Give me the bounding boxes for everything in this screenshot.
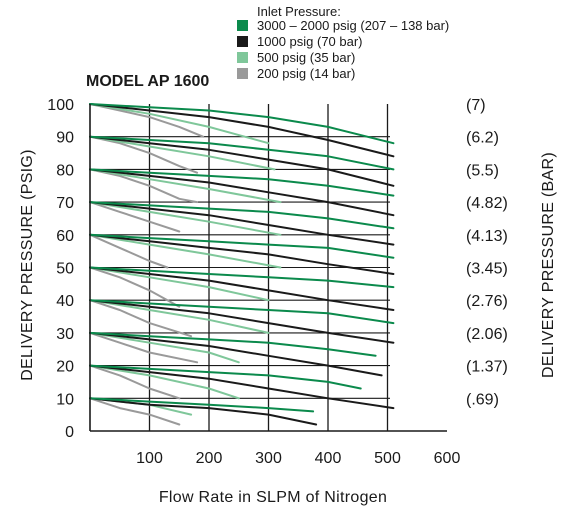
y2-axis-title: DELIVERY PRESSURE (BAR) — [540, 152, 557, 378]
y2-tick-label: (3.45) — [466, 261, 508, 278]
x-tick-label: 600 — [434, 450, 461, 467]
y-tick-label: 70 — [56, 195, 74, 212]
series-curve — [89, 135, 276, 171]
y2-tick-label: (2.06) — [466, 326, 508, 343]
y-tick-label: 30 — [56, 326, 74, 343]
y-tick-label: 10 — [56, 391, 74, 408]
y-tick-label: 50 — [56, 261, 74, 278]
legend-label: 200 psig (14 bar) — [257, 66, 355, 81]
y-tick-label: 100 — [47, 97, 74, 114]
series-curve — [89, 233, 395, 275]
legend-label: 1000 psig (70 bar) — [257, 34, 363, 49]
legend-swatch — [237, 20, 248, 31]
series-curve — [89, 331, 199, 364]
y-tick-label: 0 — [65, 424, 74, 441]
series-curve — [89, 364, 362, 390]
x-tick-label: 100 — [136, 450, 163, 467]
x-tick-label: 300 — [255, 450, 282, 467]
series-curve — [89, 397, 318, 426]
legend-swatch — [237, 52, 248, 63]
series-curve — [89, 397, 315, 413]
y2-tick-label: (.69) — [466, 391, 499, 408]
series-curve — [89, 299, 395, 344]
y-tick-label: 40 — [56, 293, 74, 310]
series-curve — [89, 135, 395, 187]
series-curve — [89, 103, 395, 145]
series-curve — [89, 201, 395, 246]
series-curve — [89, 299, 270, 334]
legend-label: 3000 – 2000 psig (207 – 138 bar) — [257, 18, 449, 33]
series-curve — [89, 299, 395, 325]
y-tick-label: 80 — [56, 162, 74, 179]
series-curve — [89, 103, 270, 145]
series-curve — [89, 233, 169, 269]
series-curve — [89, 364, 395, 410]
axes: 0 10 20 30 40 50 60 70 80 90 100 100 200 300 400 500 600… — [47, 97, 508, 467]
series-curve — [89, 103, 205, 138]
series-curve — [89, 266, 395, 289]
series-curve — [89, 168, 199, 204]
legend-swatch — [237, 68, 248, 79]
grid — [90, 104, 390, 431]
axis-labels: MODEL AP 1600 Flow Rate in SLPM of Nitro… — [19, 73, 557, 506]
y2-tick-label: (2.76) — [466, 293, 508, 310]
series-curve — [89, 266, 270, 302]
y-tick-label: 90 — [56, 130, 74, 147]
y2-tick-label: (4.13) — [466, 228, 508, 245]
series-curve — [89, 397, 181, 426]
series-curve — [89, 103, 395, 158]
series-curve — [89, 168, 282, 204]
series-curve — [89, 331, 383, 377]
series-curve — [89, 266, 181, 308]
y-axis-title: DELIVERY PRESSURE (PSIG) — [19, 149, 36, 381]
series-curve — [89, 364, 240, 400]
legend: Inlet Pressure: 3000 – 2000 psig (207 – … — [237, 4, 449, 81]
legend-title: Inlet Pressure: — [257, 4, 341, 19]
x-tick-label: 400 — [315, 450, 342, 467]
x-tick-label: 500 — [374, 450, 401, 467]
y-tick-label: 20 — [56, 359, 74, 376]
series-curve — [89, 364, 181, 400]
series-curve — [89, 168, 395, 197]
x-axis-title: Flow Rate in SLPM of Nitrogen — [159, 489, 387, 506]
series-curve — [89, 201, 282, 236]
legend-label: 500 psig (35 bar) — [257, 50, 355, 65]
series-curve — [89, 135, 395, 171]
x-tick-label: 200 — [196, 450, 223, 467]
y-tick-label: 60 — [56, 228, 74, 245]
y2-tick-label: (4.82) — [466, 195, 508, 212]
series-curve — [89, 201, 181, 233]
y2-tick-label: (5.5) — [466, 162, 499, 179]
series-curve — [89, 266, 395, 311]
series-curve — [89, 135, 199, 174]
series-curve — [89, 299, 193, 338]
y2-tick-label: (1.37) — [466, 359, 508, 376]
series-curve — [89, 233, 395, 259]
y2-tick-label: (6.2) — [466, 130, 499, 147]
series-curve — [89, 168, 395, 217]
series-curve — [89, 233, 282, 269]
series-curve — [89, 331, 240, 364]
legend-swatch — [237, 36, 248, 47]
flow-curves — [89, 103, 395, 426]
chart-title: MODEL AP 1600 — [86, 73, 209, 90]
series-curve — [89, 201, 395, 230]
series-curve — [89, 331, 377, 357]
y2-tick-label: (7) — [466, 97, 486, 114]
